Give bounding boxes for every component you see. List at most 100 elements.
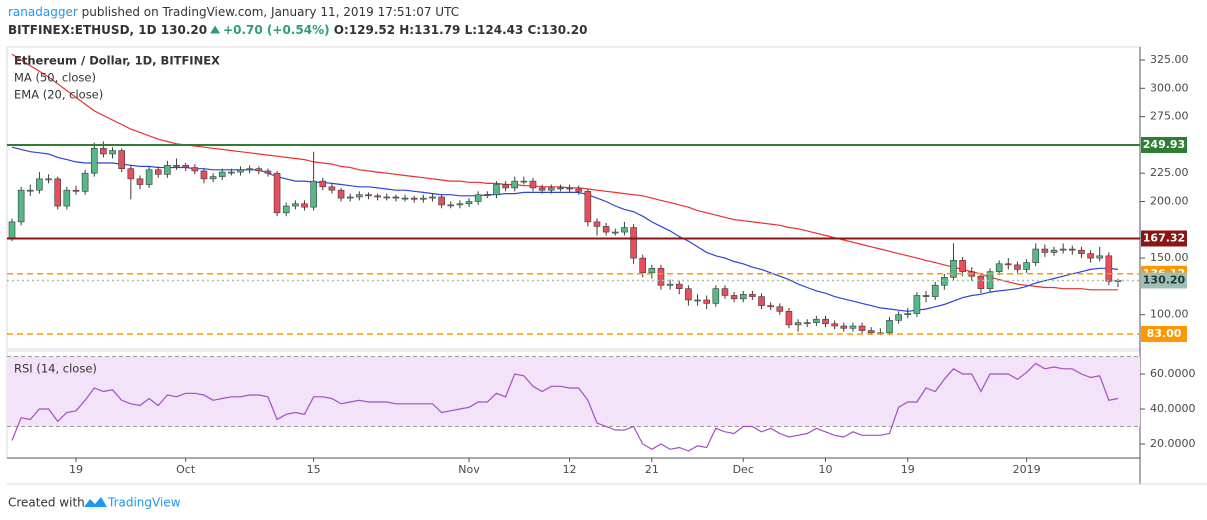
candle-body xyxy=(959,260,966,272)
level-label: 167.32 xyxy=(1143,231,1185,244)
candle-body xyxy=(100,147,107,155)
candle-body xyxy=(995,263,1003,272)
symbol-line: BITFINEX:ETHUSD, 1D 130.20 +0.70 (+0.54%)… xyxy=(8,23,587,37)
candle-body xyxy=(54,178,62,207)
candle-body xyxy=(895,314,902,321)
candle-body xyxy=(374,195,381,198)
candle-body xyxy=(822,318,829,325)
footer-logo xyxy=(84,497,107,507)
candle-body xyxy=(840,325,848,329)
x-tick-label: 2019 xyxy=(1013,463,1041,476)
candle-body xyxy=(758,296,765,306)
candle-body xyxy=(118,150,125,169)
candle-body xyxy=(950,260,957,278)
rsi-line xyxy=(11,362,1119,452)
candle-body xyxy=(712,288,720,304)
candle-body xyxy=(447,204,455,207)
candle-body xyxy=(465,201,473,205)
candle-body xyxy=(639,257,646,274)
candle-body xyxy=(191,167,199,172)
x-tick-label: 19 xyxy=(69,463,83,476)
candle-body xyxy=(209,176,217,180)
candle-body xyxy=(310,180,317,208)
candle-body xyxy=(886,320,893,334)
candle-body xyxy=(867,330,875,334)
candle-body xyxy=(456,203,464,206)
x-tick-label: 10 xyxy=(819,463,833,476)
candle-body xyxy=(1105,255,1113,282)
y-tick-label: 150.00 xyxy=(1150,251,1189,264)
candle-body xyxy=(858,325,866,331)
candle-body xyxy=(621,227,628,233)
level-label-box xyxy=(1141,325,1187,342)
candle-body xyxy=(145,169,153,185)
candle-body xyxy=(45,178,52,181)
candle-body xyxy=(502,184,509,189)
up-arrow xyxy=(210,25,221,34)
candle-body xyxy=(255,168,263,172)
x-tick-label: 12 xyxy=(563,463,577,476)
level-label-box xyxy=(1141,230,1187,247)
x-tick-label: Dec xyxy=(733,463,754,476)
author[interactable]: ranadagger xyxy=(8,5,78,19)
candle-body xyxy=(438,196,445,206)
candle-body xyxy=(337,189,345,199)
indicator-line xyxy=(11,53,1118,291)
candle-body xyxy=(484,194,491,197)
candle-body xyxy=(182,164,189,168)
level-label-box xyxy=(1141,272,1187,289)
candle-body xyxy=(26,189,34,192)
candle-body xyxy=(794,322,802,326)
published: published on TradingView.com, January 11… xyxy=(82,5,459,19)
footer-brand[interactable]: TradingView xyxy=(107,496,181,510)
candle-body xyxy=(218,171,226,177)
candle-body xyxy=(1041,248,1049,253)
last-price: 130.20 xyxy=(161,23,207,37)
candle-body xyxy=(657,267,665,286)
candle-body xyxy=(1050,249,1058,253)
candle-body xyxy=(1096,255,1104,259)
candle-body xyxy=(547,187,555,191)
candle-body xyxy=(410,197,418,200)
x-tick-label: Nov xyxy=(458,463,480,476)
candle-body xyxy=(767,305,774,308)
candle-body xyxy=(273,172,281,214)
rsi-tick-label: 20.0000 xyxy=(1150,437,1196,450)
candle-body xyxy=(90,147,98,174)
chart-title: Ethereum / Dollar, 1D, BITFINEX xyxy=(14,54,220,68)
candle-body xyxy=(282,205,290,214)
change: +0.70 (+0.54%) xyxy=(223,23,330,37)
candle-body xyxy=(356,194,363,198)
candle-body xyxy=(228,171,235,174)
x-tick-label: 19 xyxy=(901,463,915,476)
candle-body xyxy=(200,170,208,180)
candle-body xyxy=(493,184,500,196)
candle-body xyxy=(1005,263,1012,266)
candle-body xyxy=(831,323,838,327)
candle-body xyxy=(1023,262,1030,270)
candle-body xyxy=(365,194,372,197)
candle-body xyxy=(392,196,400,199)
candle-body xyxy=(246,168,253,171)
candle-body xyxy=(81,172,89,192)
candle-body xyxy=(648,267,656,274)
candle-body xyxy=(328,186,336,191)
candle-body xyxy=(941,277,948,286)
x-tick-label: Oct xyxy=(176,463,196,476)
rsi-tick-label: 60.0000 xyxy=(1150,367,1196,380)
candle-body xyxy=(739,294,747,300)
candle-body xyxy=(173,164,180,167)
ohlc: O:129.52 H:131.79 L:124.43 C:130.20 xyxy=(334,23,588,37)
candle-body xyxy=(776,306,784,312)
candle-body xyxy=(538,187,546,191)
candle-body xyxy=(721,288,729,296)
candle-body xyxy=(1059,248,1067,251)
candle-body xyxy=(529,180,537,189)
candle-body xyxy=(346,196,354,199)
price-plot xyxy=(8,53,1122,336)
candle-body xyxy=(749,294,756,297)
candle-body xyxy=(566,187,573,190)
candle-body xyxy=(849,325,857,329)
rsi-band xyxy=(7,356,1140,427)
